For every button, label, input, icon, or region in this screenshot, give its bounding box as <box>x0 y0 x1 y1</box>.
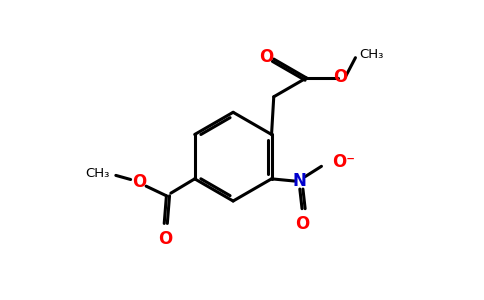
Text: O: O <box>132 173 146 191</box>
Text: CH₃: CH₃ <box>359 48 383 61</box>
Text: CH₃: CH₃ <box>86 167 110 180</box>
Text: O: O <box>333 68 348 86</box>
Text: O⁻: O⁻ <box>332 153 355 171</box>
Text: N: N <box>293 172 307 190</box>
Text: O: O <box>258 48 273 66</box>
Text: O: O <box>295 215 309 233</box>
Text: O: O <box>158 230 172 248</box>
